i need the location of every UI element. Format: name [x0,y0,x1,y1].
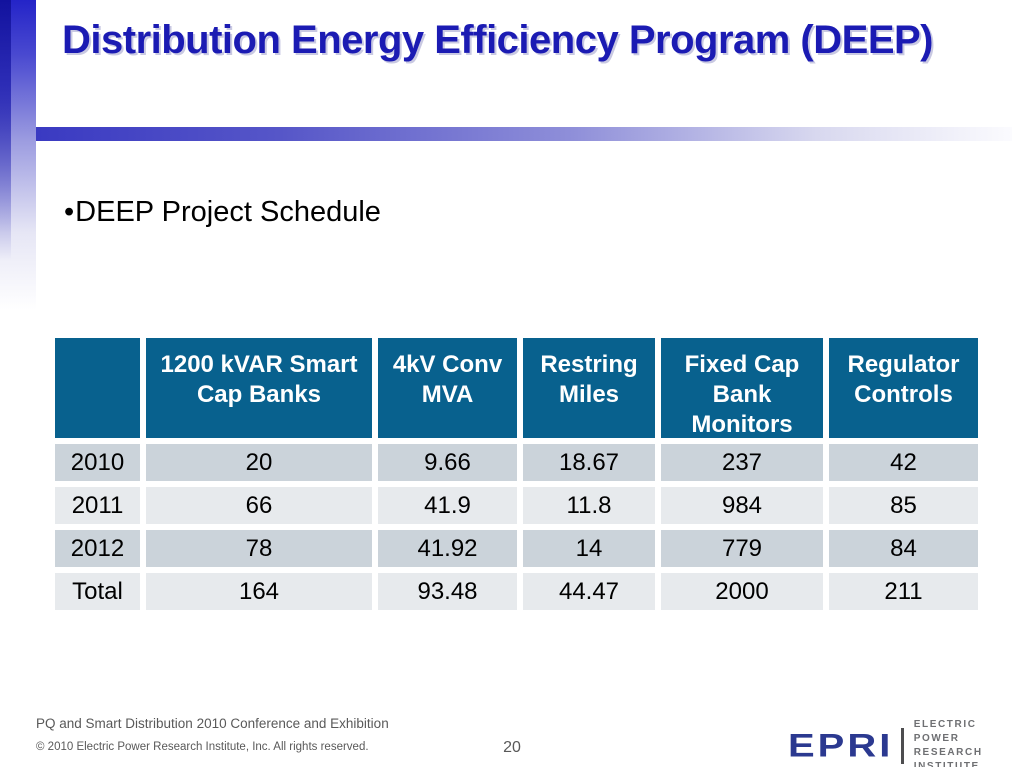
value-cell: 84 [829,530,978,567]
footer-conference-text: PQ and Smart Distribution 2010 Conferenc… [36,716,389,731]
logo-caption: ELECTRIC POWER RESEARCH INSTITUTE [914,718,1024,767]
logo-caption-line2: RESEARCH INSTITUTE [913,747,983,767]
value-cell: 9.66 [378,444,517,481]
row-label-cell: 2010 [55,444,140,481]
bullet-text: DEEP Project Schedule [75,196,381,228]
value-cell: 984 [661,487,823,524]
value-cell: 2000 [661,573,823,610]
slide-title: Distribution Energy Efficiency Program (… [62,18,934,62]
project-schedule-table: 1200 kVAR Smart Cap Banks 4kV Conv MVA R… [55,338,978,610]
bullet-glyph: • [64,196,75,228]
left-accent-bar-edge [0,0,11,260]
value-cell: 41.92 [378,530,517,567]
column-header-conv-mva: 4kV Conv MVA [378,338,517,438]
value-cell: 85 [829,487,978,524]
footer-copyright-text: © 2010 Electric Power Research Institute… [36,741,369,753]
column-header-monitors: Fixed Cap Bank Monitors [661,338,823,438]
value-cell: 20 [146,444,372,481]
value-cell: 78 [146,530,372,567]
bullet-item: •DEEP Project Schedule [64,196,381,229]
column-header-empty [55,338,140,438]
epri-wordmark: EPRI [788,727,894,765]
row-label-cell: 2012 [55,530,140,567]
row-label-cell: Total [55,573,140,610]
value-cell: 93.48 [378,573,517,610]
epri-logo: EPRI ELECTRIC POWER RESEARCH INSTITUTE [788,718,1024,767]
left-accent-bar [0,0,36,310]
logo-caption-line1: ELECTRIC POWER [913,719,977,744]
value-cell: 41.9 [378,487,517,524]
value-cell: 42 [829,444,978,481]
column-header-restring: Restring Miles [523,338,655,438]
row-label-cell: 2011 [55,487,140,524]
value-cell: 164 [146,573,372,610]
value-cell: 66 [146,487,372,524]
value-cell: 779 [661,530,823,567]
value-cell: 237 [661,444,823,481]
logo-divider [901,728,904,764]
column-header-regulators: Regulator Controls [829,338,978,438]
value-cell: 18.67 [523,444,655,481]
title-underline-bar [36,127,1012,141]
value-cell: 44.47 [523,573,655,610]
value-cell: 14 [523,530,655,567]
value-cell: 11.8 [523,487,655,524]
column-header-cap-banks: 1200 kVAR Smart Cap Banks [146,338,372,438]
page-number: 20 [503,739,521,756]
value-cell: 211 [829,573,978,610]
